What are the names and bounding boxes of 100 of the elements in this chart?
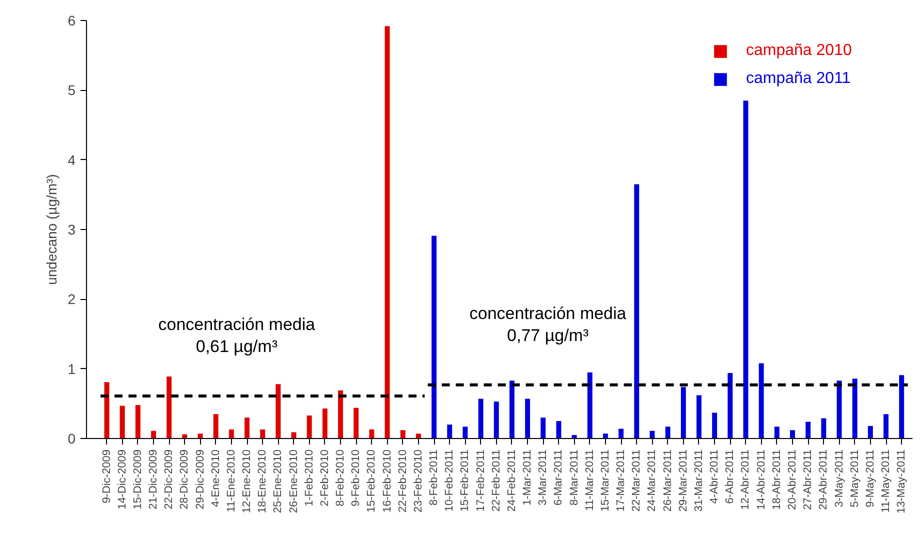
y-axis-title: undecano (µg/m³) bbox=[44, 174, 60, 285]
bar bbox=[774, 426, 780, 438]
bar bbox=[806, 422, 811, 438]
bar bbox=[151, 430, 156, 438]
x-tick-label: 11-Mar-2011 bbox=[584, 450, 596, 511]
bar bbox=[650, 430, 655, 438]
x-tick-label: 18-Abr-2011 bbox=[770, 449, 783, 510]
y-tick-label: 3 bbox=[68, 222, 76, 238]
bar bbox=[758, 363, 764, 438]
bar bbox=[899, 375, 904, 438]
bar bbox=[665, 426, 670, 438]
bar bbox=[369, 429, 374, 438]
bar bbox=[276, 384, 281, 438]
x-tick-label: 17-Mar-2011 bbox=[615, 449, 628, 512]
x-tick-label: 21-Dic-2009 bbox=[148, 450, 160, 510]
x-tick-label: 29-Mar-2011 bbox=[677, 449, 690, 512]
x-tick-label: 23-Feb-2010 bbox=[412, 449, 424, 512]
x-tick-label: 13-May-2011 bbox=[896, 449, 908, 514]
x-tick-label: 10-Feb-2011 bbox=[444, 450, 456, 512]
y-tick-label: 1 bbox=[68, 360, 76, 377]
x-tick-label: 6-Abr-2011 bbox=[724, 449, 736, 504]
bar bbox=[494, 402, 499, 438]
legend-label: campaña 2011 bbox=[746, 70, 851, 88]
y-tick-label: 2 bbox=[68, 291, 76, 308]
x-tick-label: 15-Dic-2009 bbox=[132, 450, 144, 510]
y-tick-label: 4 bbox=[68, 152, 76, 168]
bar bbox=[338, 390, 344, 438]
x-tick-label: 25-Ene-2010 bbox=[272, 449, 284, 514]
x-tick-label: 18-Ene-2010 bbox=[256, 449, 269, 514]
bar bbox=[260, 429, 266, 438]
bar bbox=[213, 414, 218, 438]
bar bbox=[525, 398, 530, 438]
bar bbox=[680, 386, 686, 438]
bar bbox=[228, 429, 234, 438]
bar bbox=[618, 428, 624, 438]
x-tick-label: 22-Dic-2009 bbox=[163, 450, 176, 510]
bar bbox=[696, 395, 702, 438]
bar bbox=[447, 424, 452, 438]
bar bbox=[432, 236, 437, 438]
x-tick-label: 17-Feb-2011 bbox=[474, 450, 487, 512]
x-tick-label: 22-Feb-2011 bbox=[490, 450, 502, 512]
x-tick-label: 8-Mar-2011 bbox=[568, 449, 580, 506]
x-tick-label: 26-Ene-2010 bbox=[288, 449, 300, 514]
x-tick-label: 22-Mar-2011 bbox=[630, 449, 643, 512]
x-tick-label: 31-Mar-2011 bbox=[692, 449, 705, 512]
x-tick-label: 4-Ene-2010 bbox=[210, 449, 222, 507]
x-tick-label: 29-Abr-2011 bbox=[818, 449, 830, 510]
bar bbox=[634, 184, 640, 438]
x-tick-label: 16-Feb-2010 bbox=[381, 449, 394, 512]
x-tick-label: 8-Feb-2011 bbox=[428, 449, 440, 506]
x-tick-label: 6-Mar-2011 bbox=[552, 449, 565, 506]
x-tick-label: 3-May-2011 bbox=[833, 449, 846, 508]
x-tick-label: 22-Feb-2010 bbox=[396, 449, 409, 512]
bar bbox=[198, 434, 203, 438]
y-tick-label: 0 bbox=[68, 430, 76, 446]
bar bbox=[104, 382, 110, 438]
ref-line-label: concentración media 0,61 µg/m³ bbox=[158, 315, 316, 356]
bar bbox=[821, 418, 826, 438]
x-tick-label: 9-May-2011 bbox=[864, 449, 876, 508]
bar bbox=[166, 376, 172, 438]
bar bbox=[868, 426, 873, 438]
y-tick-label: 6 bbox=[68, 12, 76, 28]
x-tick-label: 12-Ene-2010 bbox=[241, 449, 254, 514]
y-tick-label: 5 bbox=[68, 82, 76, 98]
bar bbox=[540, 418, 546, 438]
bar bbox=[416, 434, 421, 438]
x-tick-label: 24-Feb-2011 bbox=[506, 450, 518, 512]
x-tick-label: 26-Mar-2011 bbox=[662, 449, 674, 512]
x-tick-label: 4-Abr-2011 bbox=[708, 449, 721, 504]
bar bbox=[587, 372, 592, 438]
bar bbox=[728, 373, 733, 438]
x-tick-label: 24-Mar-2011 bbox=[646, 449, 658, 512]
x-tick-label: 2-Feb-2010 bbox=[318, 449, 331, 506]
x-tick-label: 27-Abr-2011 bbox=[802, 449, 814, 510]
bar bbox=[306, 416, 312, 438]
bar bbox=[478, 398, 484, 438]
x-tick-label: 15-Mar-2011 bbox=[599, 449, 612, 512]
bar bbox=[384, 26, 390, 438]
bar bbox=[602, 434, 608, 438]
bar bbox=[244, 418, 250, 438]
bar bbox=[354, 408, 359, 438]
x-tick-label: 11-May-2011 bbox=[880, 449, 892, 513]
bar bbox=[462, 426, 468, 438]
x-tick-label: 9-Dic-2009 bbox=[100, 449, 113, 504]
bar bbox=[291, 432, 296, 438]
x-tick-label: 1-Mar-2011 bbox=[522, 449, 534, 506]
legend-label: campaña 2010 bbox=[746, 42, 852, 60]
x-tick-label: 15-Feb-2011 bbox=[459, 450, 472, 512]
bar bbox=[509, 380, 514, 438]
x-tick-label: 14-Abr-2011 bbox=[755, 449, 768, 510]
x-tick-label: 11-Ene-2010 bbox=[225, 449, 238, 512]
x-tick-label: 20-Abr-2011 bbox=[786, 449, 798, 510]
ref-line-label: concentración media 0,77 µg/m³ bbox=[469, 304, 627, 345]
x-tick-label: 29-Dic-2009 bbox=[194, 450, 206, 510]
bar bbox=[712, 412, 718, 438]
x-tick-label: 9-Feb-2010 bbox=[350, 449, 362, 506]
x-tick-label: 15-Feb-2010 bbox=[366, 449, 378, 512]
bar bbox=[120, 406, 125, 438]
bar bbox=[743, 100, 748, 438]
bar bbox=[400, 430, 406, 438]
